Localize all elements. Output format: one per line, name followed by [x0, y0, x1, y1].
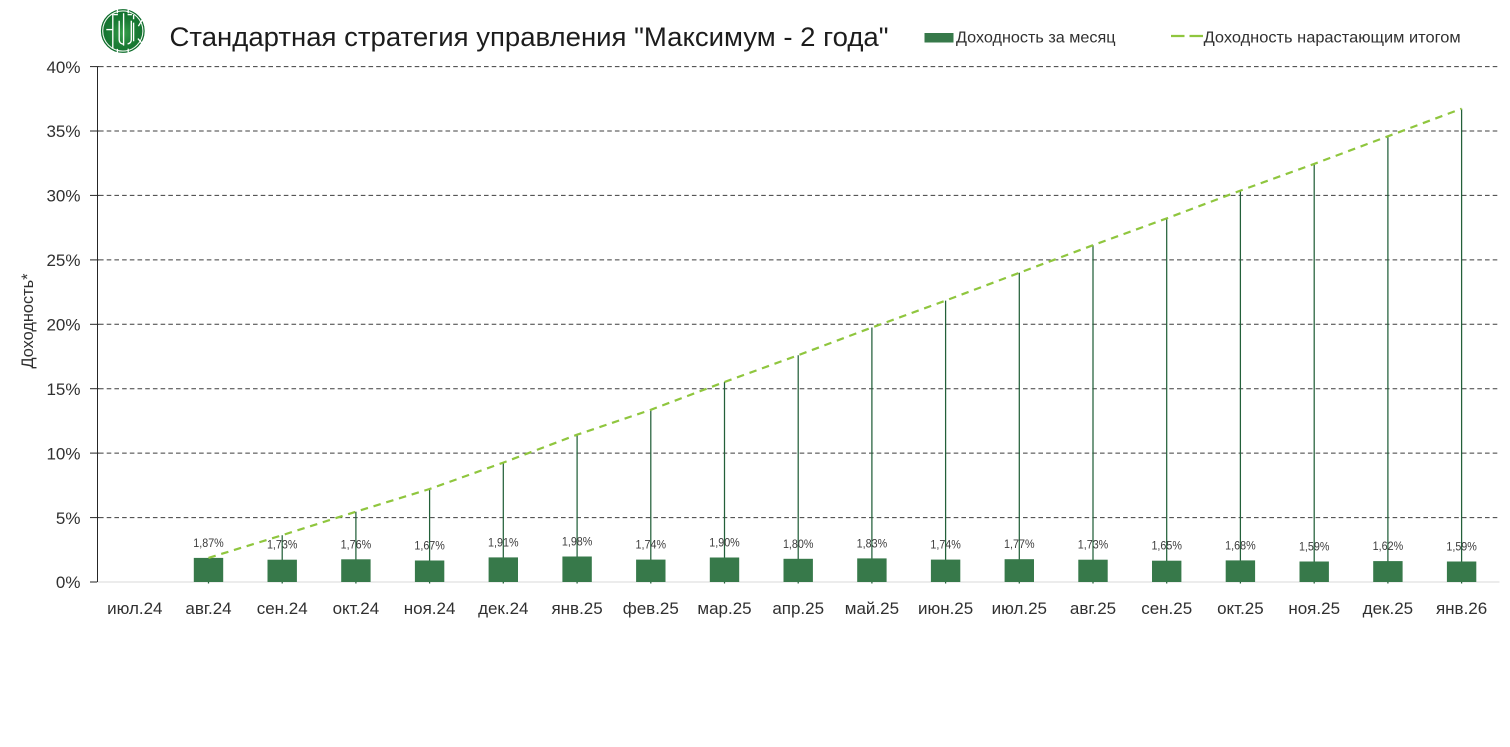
svg-text:май.25: май.25 — [845, 599, 899, 618]
svg-text:40%: 40% — [46, 58, 80, 77]
svg-text:янв.26: янв.26 — [1436, 599, 1487, 618]
svg-text:1,73%: 1,73% — [267, 538, 298, 552]
svg-text:1,90%: 1,90% — [709, 536, 740, 550]
svg-text:1,73%: 1,73% — [1078, 538, 1109, 552]
svg-text:1,87%: 1,87% — [193, 536, 224, 550]
svg-text:1,59%: 1,59% — [1446, 540, 1477, 554]
svg-text:1,76%: 1,76% — [341, 537, 372, 551]
svg-text:1,74%: 1,74% — [930, 538, 961, 552]
svg-text:1,65%: 1,65% — [1151, 539, 1182, 553]
svg-text:Доходность за месяц: Доходность за месяц — [956, 30, 1116, 47]
svg-text:Доходность нарастающим итогом: Доходность нарастающим итогом — [1204, 30, 1461, 47]
svg-text:дек.25: дек.25 — [1363, 599, 1413, 618]
svg-text:фев.25: фев.25 — [623, 599, 679, 618]
svg-text:авг.24: авг.24 — [185, 599, 231, 618]
svg-text:авг.25: авг.25 — [1070, 599, 1116, 618]
svg-text:5%: 5% — [56, 509, 81, 528]
svg-text:Стандартная стратегия управлен: Стандартная стратегия управления "Максим… — [170, 22, 889, 52]
svg-text:Доходность*: Доходность* — [18, 273, 37, 368]
svg-text:ноя.25: ноя.25 — [1288, 599, 1340, 618]
svg-text:1,98%: 1,98% — [562, 535, 593, 549]
svg-text:июл.24: июл.24 — [107, 599, 162, 618]
svg-text:1,67%: 1,67% — [414, 539, 445, 553]
svg-text:1,91%: 1,91% — [488, 535, 519, 549]
svg-text:сен.24: сен.24 — [257, 599, 308, 618]
svg-text:35%: 35% — [46, 122, 80, 141]
svg-text:июл.25: июл.25 — [992, 599, 1047, 618]
svg-text:ноя.24: ноя.24 — [404, 599, 456, 618]
svg-text:янв.25: янв.25 — [551, 599, 602, 618]
svg-text:10%: 10% — [46, 444, 80, 463]
svg-text:1,74%: 1,74% — [636, 538, 667, 552]
svg-text:июн.25: июн.25 — [918, 599, 973, 618]
svg-text:15%: 15% — [46, 380, 80, 399]
svg-text:окт.25: окт.25 — [1217, 599, 1264, 618]
svg-text:1,80%: 1,80% — [783, 537, 814, 551]
svg-text:1,83%: 1,83% — [857, 536, 888, 550]
svg-text:сен.25: сен.25 — [1141, 599, 1192, 618]
svg-text:20%: 20% — [46, 316, 80, 335]
svg-text:дек.24: дек.24 — [478, 599, 528, 618]
svg-text:мар.25: мар.25 — [697, 599, 751, 618]
svg-text:1,77%: 1,77% — [1004, 537, 1035, 551]
svg-text:0%: 0% — [56, 573, 81, 592]
svg-text:25%: 25% — [46, 251, 80, 270]
svg-text:апр.25: апр.25 — [772, 599, 824, 618]
svg-text:1,62%: 1,62% — [1373, 539, 1404, 553]
svg-text:окт.24: окт.24 — [333, 599, 380, 618]
svg-text:1,68%: 1,68% — [1225, 538, 1256, 552]
svg-text:30%: 30% — [46, 187, 80, 206]
svg-text:1,59%: 1,59% — [1299, 540, 1330, 554]
